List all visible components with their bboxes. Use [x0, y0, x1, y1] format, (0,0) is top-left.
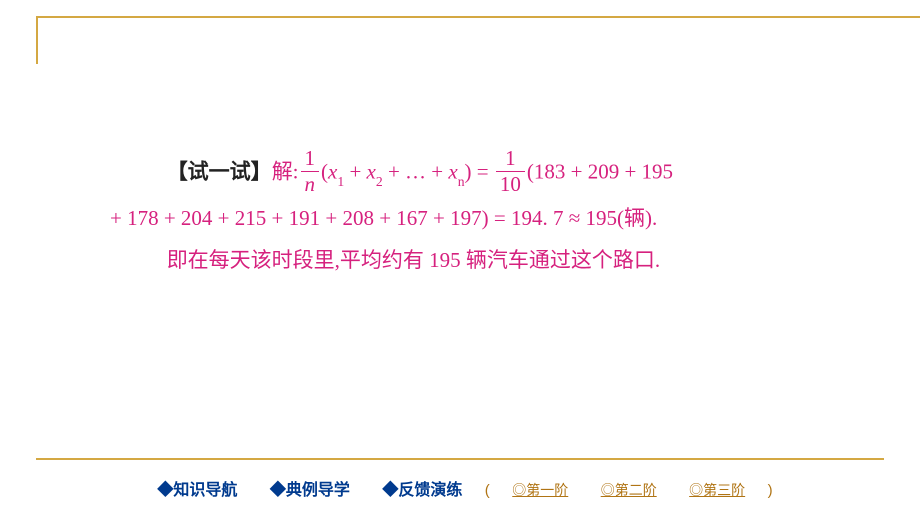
nav-stage-3[interactable]: ◎第三阶: [689, 482, 745, 498]
bottom-divider: [36, 458, 884, 460]
nav-paren-open: (: [485, 482, 490, 499]
fraction-1-over-10: 110: [496, 148, 525, 195]
solution-line-2: + 178 + 204 + 215 + 191 + 208 + 167 + 19…: [110, 197, 850, 239]
nav-paren-close: ): [768, 482, 773, 499]
bottom-nav: ◆知识导航 ◆典例导学 ◆反馈演练 ( ◎第一阶 ◎第二阶 ◎第三阶 ): [0, 476, 920, 500]
solution-line-1: 【试一试】解:1n(x1 + x2 + … + xn) = 110(183 + …: [110, 150, 850, 197]
nav-examples[interactable]: ◆典例导学: [270, 482, 350, 499]
fraction-1-over-n: 1n: [301, 148, 320, 195]
frame-top-border: [36, 16, 920, 18]
try-label: 【试一试】: [167, 159, 272, 183]
frame-left-border: [36, 16, 38, 64]
nav-stage-2[interactable]: ◎第二阶: [601, 482, 657, 498]
conclusion-line: 即在每天该时段里,平均约有 195 辆汽车通过这个路口.: [110, 239, 850, 281]
solution-prefix: 解:: [272, 159, 299, 183]
nav-stage-1[interactable]: ◎第一阶: [512, 482, 568, 498]
main-content: 【试一试】解:1n(x1 + x2 + … + xn) = 110(183 + …: [110, 150, 850, 281]
nav-feedback[interactable]: ◆反馈演练: [382, 482, 462, 499]
nav-knowledge[interactable]: ◆知识导航: [157, 482, 237, 499]
